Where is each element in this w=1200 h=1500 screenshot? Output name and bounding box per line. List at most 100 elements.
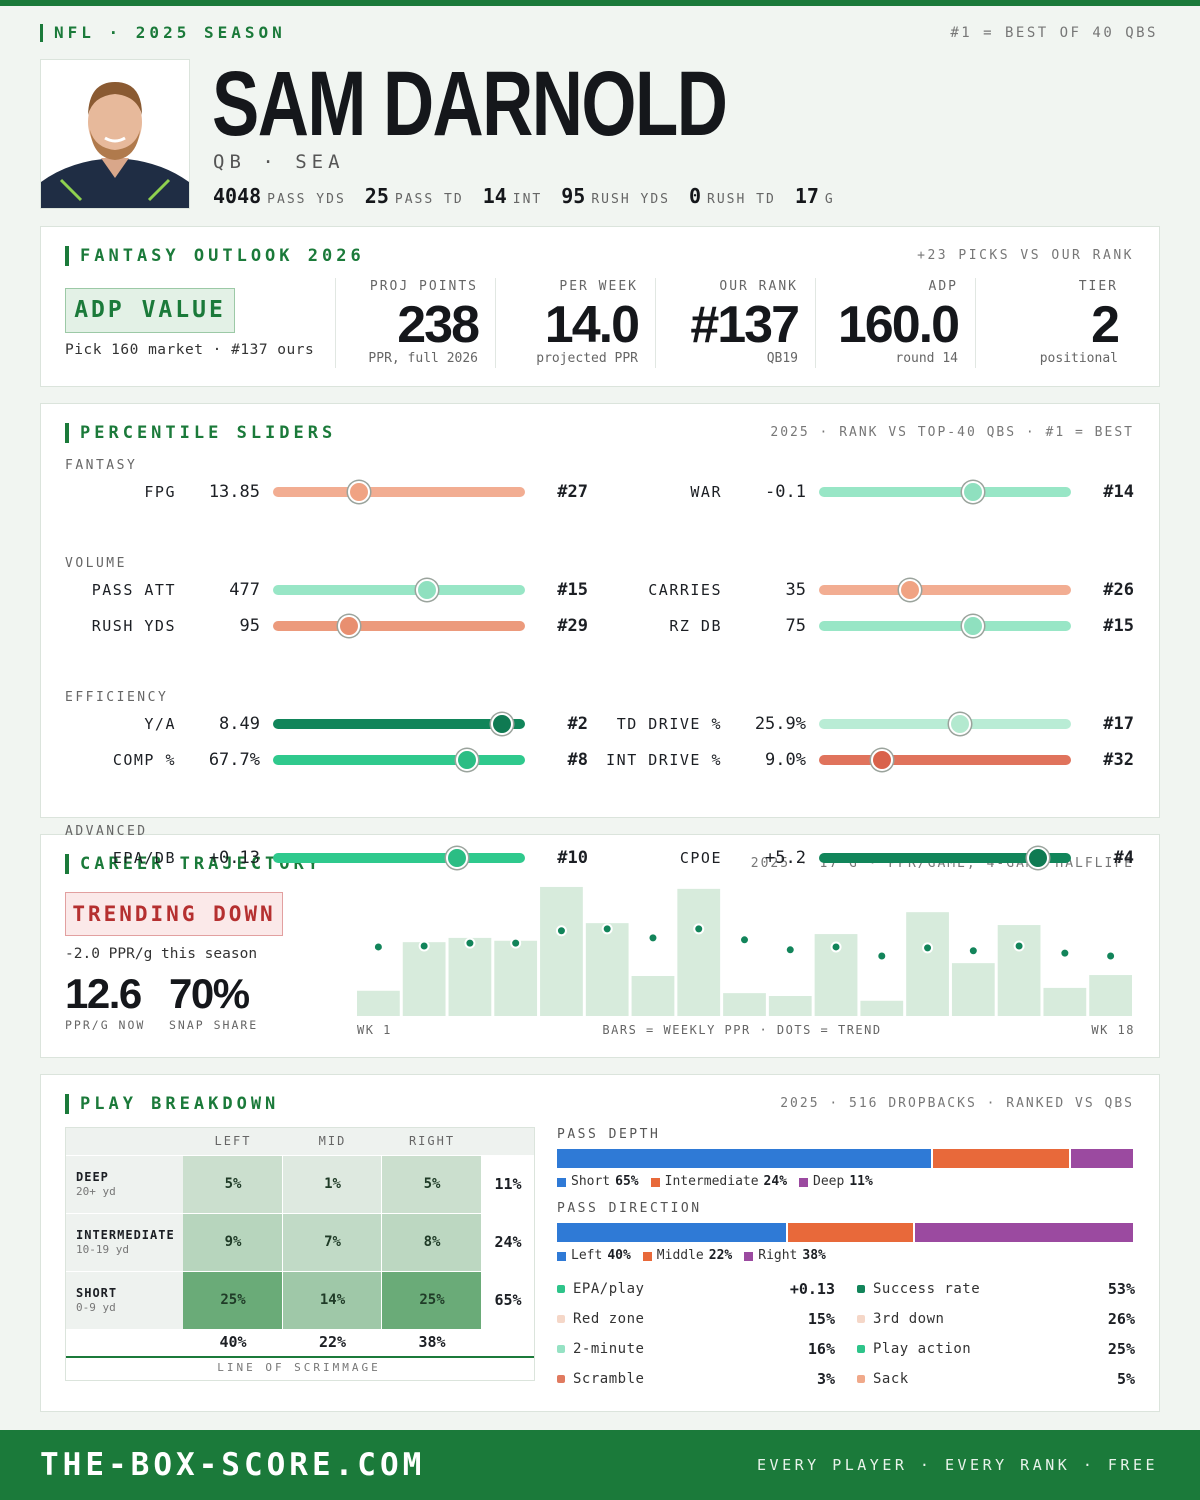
slider-label: CARRIES [648, 581, 722, 599]
weekly-bar [860, 1000, 904, 1016]
stat-name: Scramble [573, 1371, 645, 1387]
slider-rank: #4 [1113, 848, 1134, 868]
stat: 14 INT [483, 184, 543, 208]
stat-value: 25% [1107, 1340, 1135, 1358]
legend-swatch [799, 1177, 809, 1187]
stat-swatch [557, 1345, 565, 1353]
slider-knob [347, 481, 370, 503]
cell-label: 14% [319, 1292, 346, 1308]
weekly-bar [1043, 987, 1087, 1016]
stat-value: 15% [807, 1310, 835, 1328]
bar-segment [932, 1149, 1070, 1168]
heat-cell [183, 1213, 282, 1271]
stat-value: 14 [482, 184, 507, 208]
slider-label: INT DRIVE % [606, 751, 722, 769]
weekly-bar [768, 996, 812, 1016]
stat: 17 G [795, 184, 835, 208]
slider-track [819, 755, 1071, 765]
slider-rank: #8 [567, 750, 588, 770]
scrimmage-line [66, 1356, 534, 1358]
stat-value: 16% [807, 1340, 835, 1358]
slider-rank: #26 [1103, 580, 1134, 600]
metric-value: 2 [1091, 296, 1120, 354]
slider-knob [415, 579, 438, 601]
slider-value: 35 [785, 580, 806, 600]
stat-row: 4048 PASS YDS 25 PASS TD 14 INT 95 RUSH YDS 0 RUS… [213, 184, 835, 208]
stat-label: PASS YDS [267, 192, 346, 207]
stat-swatch [857, 1285, 865, 1293]
row-header-bg [66, 1271, 183, 1329]
trend-dot [1105, 950, 1117, 962]
legend-value: 11% [849, 1174, 873, 1189]
cell-label: 5% [224, 1176, 242, 1192]
slider-value: 477 [229, 580, 260, 600]
weekly-bar [494, 940, 538, 1016]
divider [655, 278, 656, 368]
trend-dot [784, 944, 796, 956]
legend-value: 38% [802, 1248, 826, 1263]
row-name: DEEP [76, 1170, 109, 1184]
bar-segment [557, 1149, 931, 1168]
section-title: PLAY BREAKDOWN [65, 1094, 279, 1114]
slider-track [819, 621, 1071, 631]
weekly-bar [906, 912, 949, 1016]
slider-label: RZ DB [669, 617, 722, 635]
stat: 95 RUSH YDS [561, 184, 670, 208]
row-sub: 10-19 yd [76, 1243, 129, 1256]
league: NFL · 2025 SEASON [40, 24, 286, 42]
legend-swatch [744, 1251, 754, 1261]
row-total: 65% [494, 1291, 522, 1309]
group-label: EFFICIENCY [65, 690, 169, 705]
axis-caption: BARS = WEEKLY PPR · DOTS = TREND [602, 1023, 882, 1037]
slider-track [273, 755, 525, 765]
trend-dot [464, 937, 476, 949]
trend-chart [357, 886, 1132, 1016]
slider-track [273, 719, 525, 729]
cell-label: 8% [423, 1234, 441, 1250]
stat-value: 17 [794, 184, 819, 208]
weekly-bar [997, 925, 1041, 1016]
tagline: EVERY PLAYER · EVERY RANK · FREE [757, 1456, 1158, 1474]
legend-value: 65% [615, 1174, 639, 1189]
slider-track [819, 853, 1071, 863]
legend-name: Left [571, 1248, 603, 1263]
trend-badge: TRENDING DOWN [65, 892, 283, 936]
metric-value: 160.0 [837, 296, 960, 354]
slider-knob [445, 847, 468, 869]
column-header: RIGHT [408, 1134, 456, 1148]
trend-dot [1059, 947, 1071, 959]
stat-value: 5% [1116, 1370, 1135, 1388]
row-sub: 0-9 yd [76, 1301, 116, 1314]
divider [335, 278, 336, 368]
heat-cell [382, 1213, 481, 1271]
slider-rank: #29 [557, 616, 588, 636]
legend-name: Intermediate [664, 1174, 759, 1189]
metric-value: 14.0 [544, 296, 640, 354]
stat-name: Play action [873, 1341, 972, 1357]
cell-label: 5% [423, 1176, 441, 1192]
row-total: 11% [494, 1175, 522, 1193]
section-title: PERCENTILE SLIDERS [65, 423, 336, 443]
weekly-bar [1089, 975, 1132, 1016]
metric-sub: QB19 [766, 351, 798, 366]
legend-name: Right [758, 1248, 798, 1263]
trend-dot [922, 942, 934, 954]
heat-cell [283, 1155, 381, 1213]
slider-track [273, 853, 525, 863]
row-total: 24% [494, 1233, 522, 1251]
cell-label: 1% [324, 1176, 341, 1192]
weekly-bar [448, 937, 492, 1016]
metric-value: 238 [397, 296, 480, 354]
slider-knob [949, 713, 972, 735]
slider-value: 13.85 [208, 482, 260, 502]
stat-value: +0.13 [789, 1280, 835, 1298]
stat-swatch [557, 1375, 565, 1383]
legend-item: Left 40% [557, 1247, 631, 1265]
footer-bar [0, 1430, 1200, 1500]
heat-cell [283, 1213, 381, 1271]
stat-name: Red zone [573, 1311, 645, 1327]
cell-label: 25% [419, 1292, 445, 1308]
slider-label: TD DRIVE % [616, 715, 722, 733]
slider-knob [337, 615, 360, 637]
stat-label: G [824, 192, 835, 207]
